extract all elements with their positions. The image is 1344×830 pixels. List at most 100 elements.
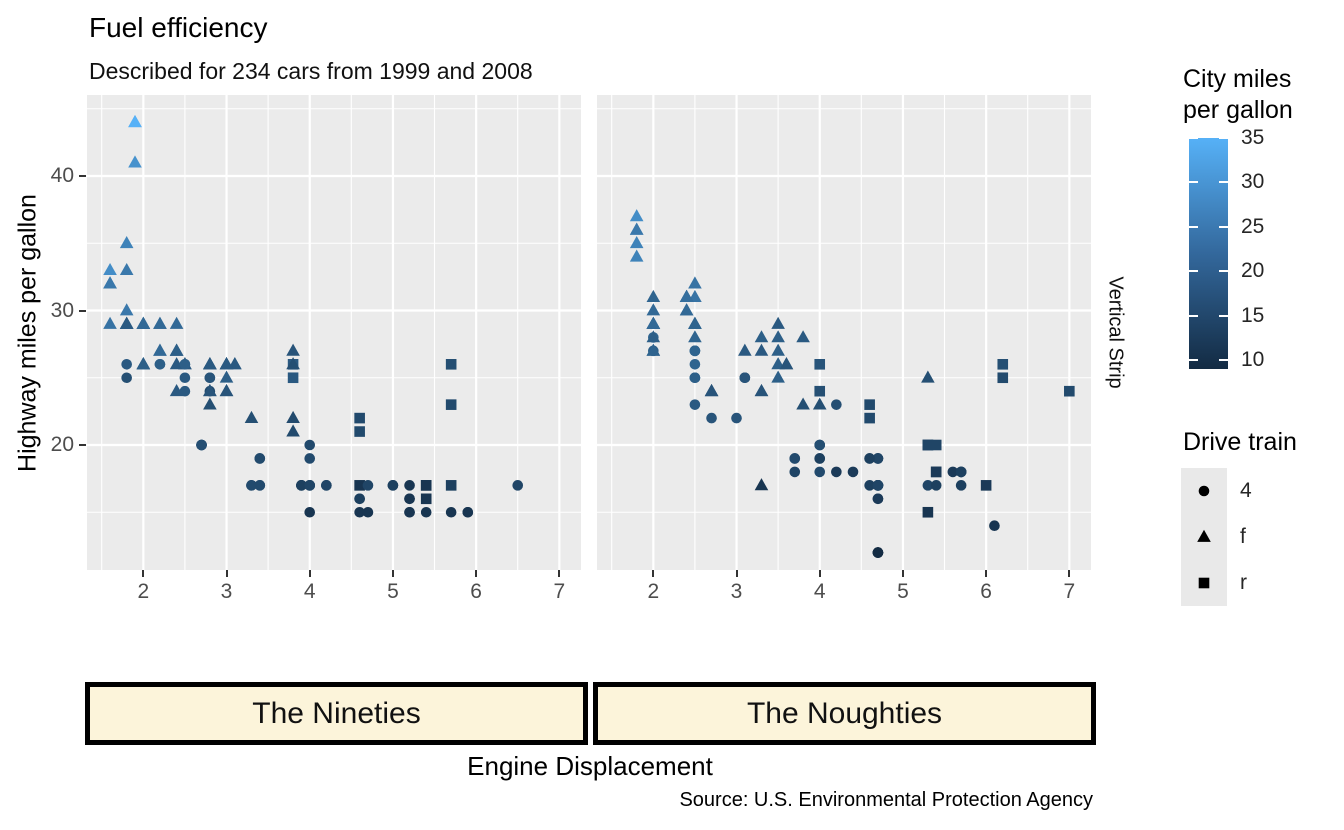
data-point-circle [955,480,967,491]
data-point-triangle [119,236,134,249]
colorbar-tick-mark [1189,270,1198,273]
data-point-triangle [646,330,661,343]
colorbar-tick-mark [1219,359,1228,362]
y-tick-mark [79,444,86,446]
colorbar-tick-mark [1189,359,1198,362]
data-point-circle [689,399,701,410]
data-point-circle [321,480,332,491]
facet-strip-noughties: The Noughties [593,682,1096,745]
x-tick-mark [558,570,561,577]
triangle-icon [1197,529,1211,542]
data-point-square [814,385,826,397]
data-point-circle [246,480,257,491]
data-point-square [354,480,365,491]
data-point-circle [739,372,751,384]
data-point-circle [731,412,742,424]
data-point-triangle [629,209,644,222]
data-point-circle [179,385,191,397]
colorbar-title-line1: City miles [1183,65,1292,93]
data-point-triangle [119,262,134,276]
y-tick-mark [79,175,86,177]
plot-subtitle: Described for 234 cars from 1999 and 200… [89,58,533,84]
x-tick-label: 5 [897,580,909,603]
x-tick-mark [142,570,145,577]
data-point-triangle [679,303,694,316]
shape-legend-title: Drive train [1183,428,1297,456]
data-point-triangle [203,357,217,370]
data-point-circle [512,480,524,491]
y-tick-label: 20 [50,433,74,456]
data-point-triangle [771,316,785,329]
colorbar-gradient [1189,138,1228,369]
y-tick-mark [79,309,86,312]
data-point-circle [154,359,166,370]
data-point-square [997,359,1009,370]
data-point-circle [814,439,826,451]
data-point-triangle [779,357,794,370]
data-point-triangle [629,249,644,262]
data-point-square [354,412,365,424]
data-point-square [922,439,934,451]
data-point-triangle [203,384,217,397]
panel-noughties [597,95,1091,570]
colorbar-tick-label: 30 [1241,170,1265,194]
data-point-circle [831,466,842,478]
data-point-circle [872,453,884,464]
colorbar-tick-label: 25 [1241,214,1265,238]
data-point-circle [404,480,415,491]
data-point-triangle [646,289,661,302]
legend-key-label-4: 4 [1240,479,1252,502]
data-point-triangle [286,357,300,370]
data-point-circle [354,493,365,505]
facet-label-nineties: The Nineties [252,696,421,730]
x-tick-mark [225,570,228,577]
data-point-triangle [629,222,644,235]
data-point-circle [847,466,859,478]
data-point-triangle [219,357,234,370]
x-tick-mark [818,570,821,577]
data-point-triangle [153,316,167,329]
data-point-triangle [738,343,752,356]
colorbar-tick-mark [1219,270,1228,273]
data-point-triangle [128,155,142,168]
data-point-triangle [119,316,134,329]
colorbar-tick-mark [1219,137,1228,139]
data-point-circle [304,506,316,518]
x-tick-label: 2 [647,580,660,603]
data-point-circle [689,359,701,370]
data-point-square [930,466,942,478]
data-point-circle [831,399,842,410]
data-point-triangle [688,316,702,329]
colorbar-tick-label: 10 [1241,348,1265,372]
colorbar-tick-mark [1219,225,1228,228]
colorbar-tick-label: 35 [1241,126,1265,149]
data-point-triangle [203,397,217,410]
x-tick-mark [308,570,311,577]
data-point-circle [296,480,307,491]
data-point-circle [354,506,365,518]
colorbar-title: City miles per gallon [1183,64,1293,126]
data-point-square [445,480,457,491]
data-point-circle [922,480,934,491]
x-axis-title: Engine Displacement [467,751,713,781]
data-point-square [980,480,992,491]
data-point-triangle [128,115,142,128]
data-point-square [1198,577,1210,589]
data-point-circle [955,466,967,478]
colorbar-tick-label: 15 [1241,303,1265,327]
data-point-square [445,359,457,370]
data-point-triangle [754,478,769,491]
circle-icon [1198,485,1210,497]
data-point-triangle [679,289,694,302]
colorbar-tick-mark [1189,181,1198,184]
colorbar-tick-mark [1219,181,1228,184]
x-tick-mark [475,570,478,577]
data-point-triangle [629,236,644,249]
right-strip-label: Vertical Strip [1104,276,1127,389]
x-tick-label: 4 [303,580,316,603]
x-tick-mark [985,570,988,577]
data-point-square [864,399,875,410]
data-point-circle [947,466,959,478]
data-point-circle [179,372,191,384]
data-point-triangle [771,343,785,356]
